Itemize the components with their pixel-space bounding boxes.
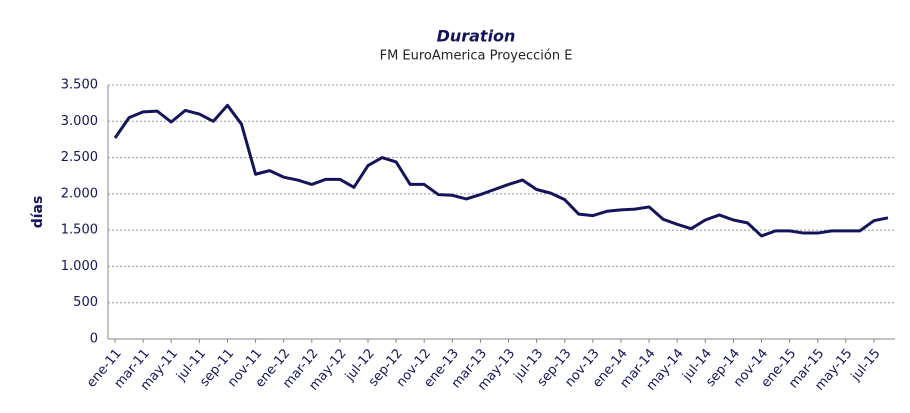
y-tick-label: 1.000 xyxy=(61,259,98,274)
y-tick-label: 3.000 xyxy=(61,114,98,129)
x-tick-label: jul-15 xyxy=(848,346,884,385)
y-tick-label: 2.000 xyxy=(61,186,98,201)
data-line xyxy=(113,103,889,238)
chart-title: Duration xyxy=(437,27,516,46)
y-tick-label: 2.500 xyxy=(61,150,98,165)
y-tick-label: 1.500 xyxy=(61,223,98,238)
y-tick-label: 0 xyxy=(90,332,98,347)
y-tick-label: 500 xyxy=(73,295,98,310)
chart-subtitle: FM EuroAmerica Proyección E xyxy=(380,49,573,64)
y-tick-label: 3.500 xyxy=(61,78,98,93)
y-axis-label: días xyxy=(30,196,46,229)
